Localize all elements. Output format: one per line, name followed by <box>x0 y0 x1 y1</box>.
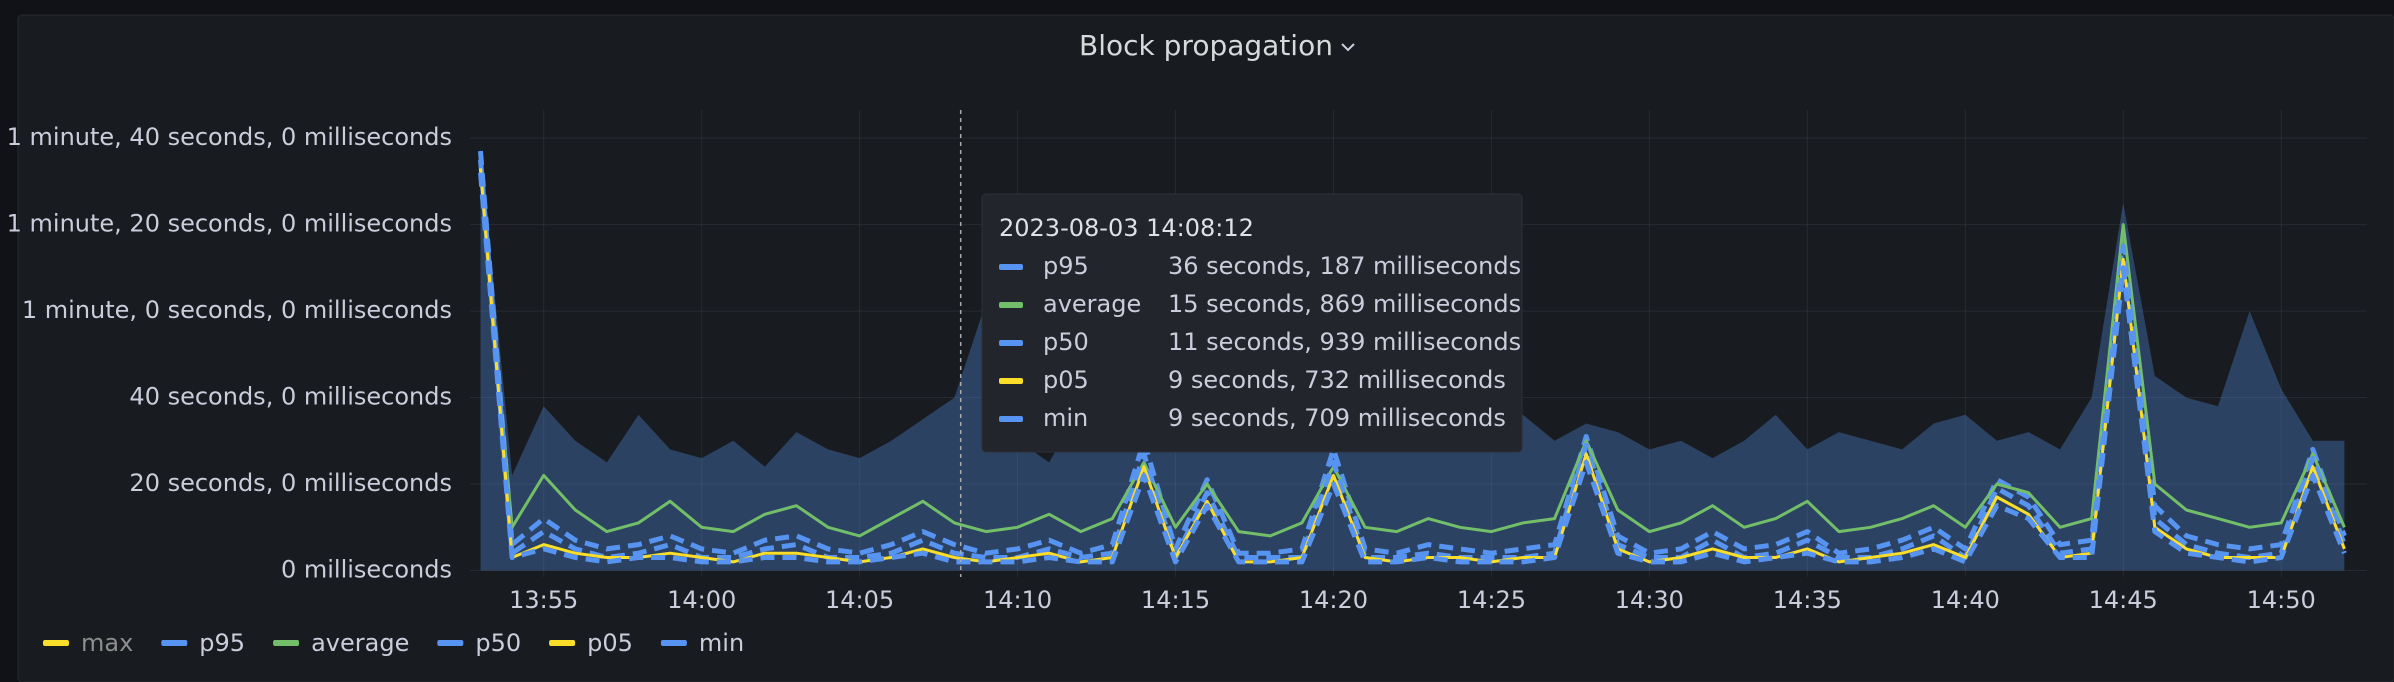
tooltip-name: p05 <box>1043 366 1089 394</box>
y-tick-label: 1 minute, 20 seconds, 0 milliseconds <box>7 210 452 238</box>
legend-swatch[interactable] <box>549 640 576 646</box>
x-tick-label: 13:55 <box>509 586 578 614</box>
legend-swatch[interactable] <box>660 640 687 646</box>
area <box>480 146 2345 571</box>
x-tick-label: 14:00 <box>667 586 736 614</box>
legend-label[interactable]: p05 <box>587 629 633 657</box>
legend-label[interactable]: max <box>81 629 133 657</box>
legend-swatch[interactable] <box>43 640 69 646</box>
panel-title[interactable]: Block propagation <box>1079 29 1333 62</box>
x-tick-label: 14:40 <box>1931 586 2000 614</box>
series-line <box>479 172 2346 538</box>
tooltip-value: 9 seconds, 732 milliseconds <box>1168 366 1506 394</box>
x-tick-label: 14:10 <box>983 586 1052 614</box>
tooltip-swatch <box>999 264 1023 270</box>
legend-label[interactable]: average <box>311 629 409 657</box>
tooltip-name: min <box>1043 404 1088 432</box>
tooltip-name: p95 <box>1043 252 1089 280</box>
title-chevron[interactable] <box>1341 43 1355 52</box>
y-tick-label: 0 milliseconds <box>281 556 452 584</box>
tooltip-swatch <box>999 302 1023 308</box>
tooltip-box <box>981 193 1523 453</box>
x-tick-label: 14:35 <box>1773 586 1842 614</box>
series-line <box>478 159 2347 560</box>
tooltip-swatch <box>999 416 1023 422</box>
tooltip-value: 36 seconds, 187 milliseconds <box>1168 252 1521 280</box>
legend-label[interactable]: p95 <box>199 629 245 657</box>
x-tick-label: 14:30 <box>1615 586 1684 614</box>
tooltip-swatch <box>999 340 1023 346</box>
legend-swatch[interactable] <box>437 640 464 646</box>
tooltip-value: 9 seconds, 709 milliseconds <box>1168 404 1506 432</box>
tooltip-name: average <box>1043 290 1141 318</box>
y-tick-label: 1 minute, 40 seconds, 0 milliseconds <box>7 123 452 151</box>
legend-swatch[interactable] <box>161 640 188 646</box>
tooltip-swatch <box>999 378 1023 384</box>
y-tick-label: 1 minute, 0 seconds, 0 milliseconds <box>22 296 452 324</box>
tooltip-value: 15 seconds, 869 milliseconds <box>1168 290 1521 318</box>
x-tick-label: 14:05 <box>825 586 894 614</box>
series-line <box>478 172 2347 565</box>
x-tick-label: 14:20 <box>1299 586 1368 614</box>
legend-label[interactable]: min <box>699 629 744 657</box>
x-tick-label: 14:25 <box>1457 586 1526 614</box>
x-tick-label: 14:15 <box>1141 586 1210 614</box>
tooltip-value: 11 seconds, 939 milliseconds <box>1168 328 1521 356</box>
legend-label[interactable]: p50 <box>475 629 521 657</box>
y-tick-label: 20 seconds, 0 milliseconds <box>129 469 452 497</box>
series-line <box>478 150 2347 556</box>
tooltip-name: p50 <box>1043 328 1089 356</box>
x-tick-label: 14:50 <box>2247 586 2316 614</box>
tooltip-time: 2023-08-03 14:08:12 <box>999 214 1254 242</box>
y-tick-label: 40 seconds, 0 milliseconds <box>129 383 452 411</box>
legend-swatch[interactable] <box>273 640 300 646</box>
x-tick-label: 14:45 <box>2089 586 2158 614</box>
